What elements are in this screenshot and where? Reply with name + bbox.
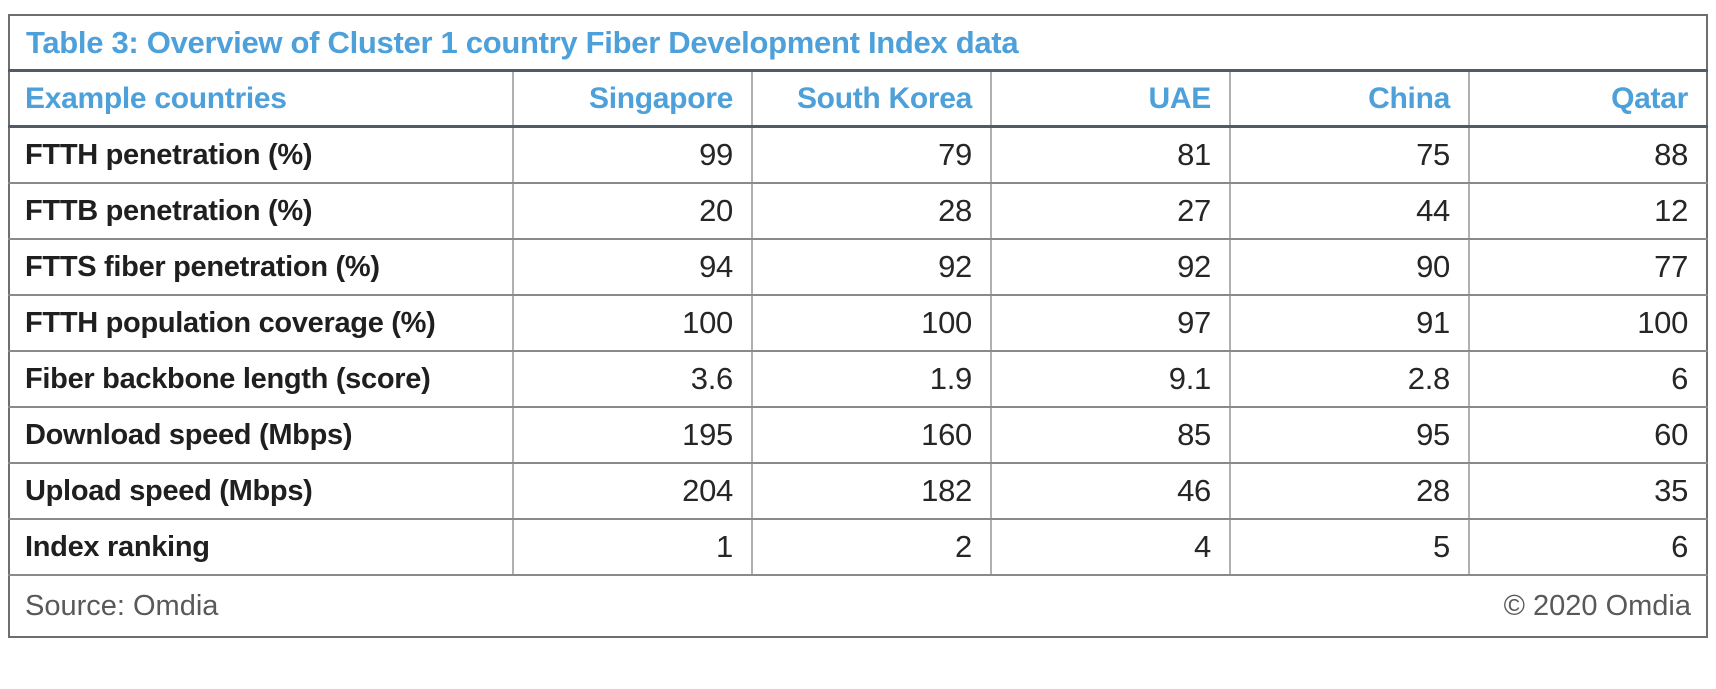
cell-value: 12 xyxy=(1467,183,1708,240)
cell-value: 95 xyxy=(1229,407,1469,464)
cell-value: 160 xyxy=(751,407,991,464)
cell-value: 6 xyxy=(1467,351,1708,408)
cell-value: 3.6 xyxy=(512,351,752,408)
row-label: Fiber backbone length (score) xyxy=(9,351,513,408)
cell-value: 204 xyxy=(512,463,752,520)
copyright-note: © 2020 Omdia xyxy=(1503,589,1692,622)
column-header-south-korea: South Korea xyxy=(751,70,991,128)
column-header-example-countries: Example countries xyxy=(9,70,513,128)
row-label: FTTB penetration (%) xyxy=(9,183,513,240)
cell-value: 6 xyxy=(1467,519,1708,576)
cell-value: 75 xyxy=(1229,126,1469,184)
table-title: Table 3: Overview of Cluster 1 country F… xyxy=(9,15,1708,72)
table-footer: Source: Omdia © 2020 Omdia xyxy=(9,574,1708,637)
cell-value: 182 xyxy=(751,463,991,520)
row-label: FTTS fiber penetration (%) xyxy=(9,239,513,296)
cell-value: 1.9 xyxy=(751,351,991,408)
cell-value: 97 xyxy=(990,295,1230,352)
cell-value: 4 xyxy=(990,519,1230,576)
row-label: FTTH population coverage (%) xyxy=(9,295,513,352)
table-row-index-ranking: Index ranking 1 2 4 5 6 xyxy=(9,519,1708,576)
cell-value: 90 xyxy=(1229,239,1469,296)
cell-value: 94 xyxy=(512,239,752,296)
cell-value: 5 xyxy=(1229,519,1469,576)
cell-value: 100 xyxy=(751,295,991,352)
table-row-upload-speed: Upload speed (Mbps) 204 182 46 28 35 xyxy=(9,463,1708,520)
cell-value: 46 xyxy=(990,463,1230,520)
cell-value: 91 xyxy=(1229,295,1469,352)
source-note: Source: Omdia xyxy=(25,589,219,622)
cell-value: 20 xyxy=(512,183,752,240)
column-header-qatar: Qatar xyxy=(1467,70,1708,128)
row-label: Index ranking xyxy=(9,519,513,576)
table-header-row: Example countries Singapore South Korea … xyxy=(9,70,1708,128)
cell-value: 100 xyxy=(512,295,752,352)
cell-value: 85 xyxy=(990,407,1230,464)
cell-value: 60 xyxy=(1467,407,1708,464)
cell-value: 79 xyxy=(751,126,991,184)
cell-value: 88 xyxy=(1467,126,1708,184)
cell-value: 92 xyxy=(751,239,991,296)
cell-value: 28 xyxy=(751,183,991,240)
cell-value: 35 xyxy=(1467,463,1708,520)
table-row-ftth-population-coverage: FTTH population coverage (%) 100 100 97 … xyxy=(9,295,1708,352)
cell-value: 44 xyxy=(1229,183,1469,240)
fiber-development-index-table: Table 3: Overview of Cluster 1 country F… xyxy=(8,14,1709,638)
row-label: FTTH penetration (%) xyxy=(9,126,513,184)
cell-value: 92 xyxy=(990,239,1230,296)
cell-value: 1 xyxy=(512,519,752,576)
cell-value: 27 xyxy=(990,183,1230,240)
row-label: Download speed (Mbps) xyxy=(9,407,513,464)
table-row-fttb-penetration: FTTB penetration (%) 20 28 27 44 12 xyxy=(9,183,1708,240)
column-header-uae: UAE xyxy=(990,70,1230,128)
table-title-row: Table 3: Overview of Cluster 1 country F… xyxy=(9,15,1708,72)
table-row-ftth-penetration: FTTH penetration (%) 99 79 81 75 88 xyxy=(9,126,1708,184)
cell-value: 2.8 xyxy=(1229,351,1469,408)
table-row-ftts-fiber-penetration: FTTS fiber penetration (%) 94 92 92 90 7… xyxy=(9,239,1708,296)
cell-value: 2 xyxy=(751,519,991,576)
column-header-china: China xyxy=(1229,70,1469,128)
table-footer-row: Source: Omdia © 2020 Omdia xyxy=(9,574,1708,637)
cell-value: 99 xyxy=(512,126,752,184)
cell-value: 195 xyxy=(512,407,752,464)
cell-value: 9.1 xyxy=(990,351,1230,408)
row-label: Upload speed (Mbps) xyxy=(9,463,513,520)
cell-value: 28 xyxy=(1229,463,1469,520)
table-row-fiber-backbone-length: Fiber backbone length (score) 3.6 1.9 9.… xyxy=(9,351,1708,408)
cell-value: 77 xyxy=(1467,239,1708,296)
cell-value: 100 xyxy=(1467,295,1708,352)
column-header-singapore: Singapore xyxy=(512,70,752,128)
table-row-download-speed: Download speed (Mbps) 195 160 85 95 60 xyxy=(9,407,1708,464)
cell-value: 81 xyxy=(990,126,1230,184)
